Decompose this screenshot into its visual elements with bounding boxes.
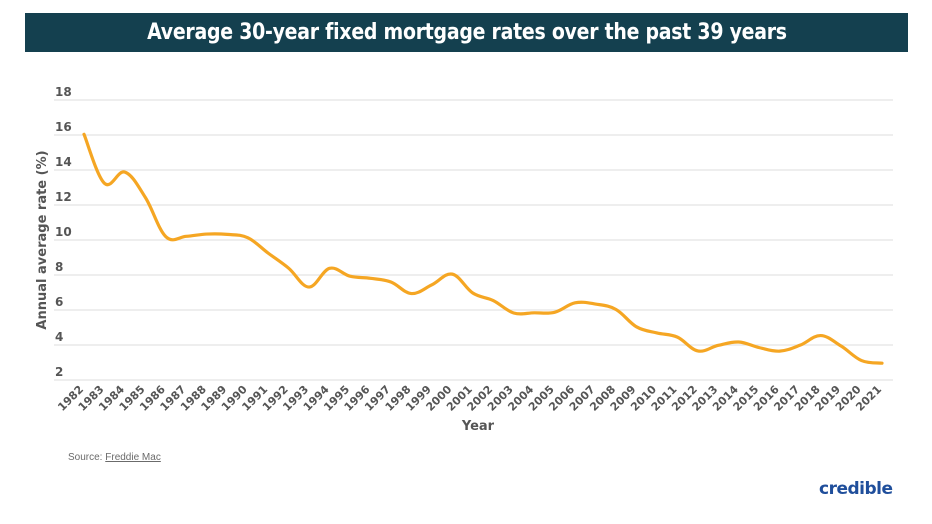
y-tick-label: 10 [55,225,72,239]
y-tick-label: 18 [55,85,72,99]
chart-title-bar: Average 30-year fixed mortgage rates ove… [25,13,908,52]
y-tick-label: 2 [55,365,63,379]
y-tick-label: 12 [55,190,72,204]
y-tick-label: 8 [55,260,63,274]
y-tick-label: 16 [55,120,72,134]
rate-line [82,132,884,365]
y-tick-label: 14 [55,155,72,169]
gridlines [54,99,893,381]
chart-title: Average 30-year fixed mortgage rates ove… [146,20,787,45]
y-tick-label: 6 [55,295,63,309]
x-axis-ticks: 1982198319841985198619871988198919901991… [55,383,884,414]
source-link[interactable]: Freddie Mac [105,452,161,463]
credible-logo: credible [819,479,893,499]
y-tick-label: 4 [55,330,63,344]
y-axis-ticks: 2 4 6 8 10 12 14 16 18 [55,85,72,379]
y-axis-label: Annual average rate (%) [35,150,50,329]
source-label: Source: [68,452,103,463]
source-note: Source: Freddie Mac [68,452,161,463]
x-axis-label: Year [461,419,495,434]
